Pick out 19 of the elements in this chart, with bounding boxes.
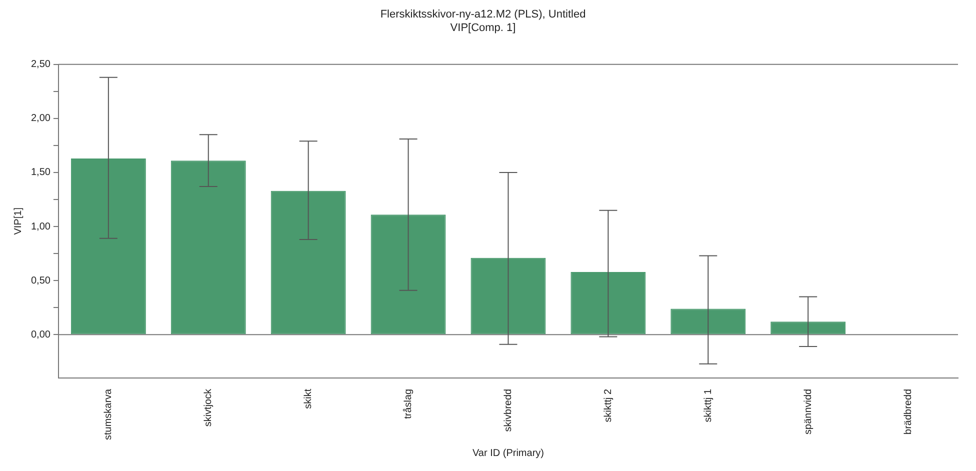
y-tick-label: 0,00	[30, 329, 51, 340]
y-tick-label: 2,50	[30, 59, 51, 70]
chart-subtitle: VIP[Comp. 1]	[450, 22, 516, 34]
x-tick-label: skikt	[303, 388, 314, 409]
x-tick-label: tråslag	[402, 388, 414, 419]
x-tick-label: spännvidd	[802, 388, 814, 434]
x-tick-label: skikttj 2	[602, 388, 614, 422]
x-tick-label: brädbredd	[902, 388, 914, 434]
y-tick-label: 1,50	[30, 167, 51, 178]
y-tick-label: 2,00	[30, 113, 51, 124]
x-tick-label: stumskarva	[103, 388, 114, 440]
x-tick-label: skivtjock	[203, 388, 214, 427]
y-axis-title: VIP[1]	[12, 207, 24, 235]
y-tick-label: 1,00	[30, 221, 51, 232]
x-axis-title: Var ID (Primary)	[472, 448, 544, 459]
y-tick-label: 0,50	[30, 275, 51, 286]
x-tick-label: skivbredd	[502, 388, 514, 432]
x-tick-label: skikttj 1	[702, 388, 714, 422]
chart-title: Flerskiktsskivor-ny-a12.M2 (PLS), Untitled	[380, 8, 586, 21]
